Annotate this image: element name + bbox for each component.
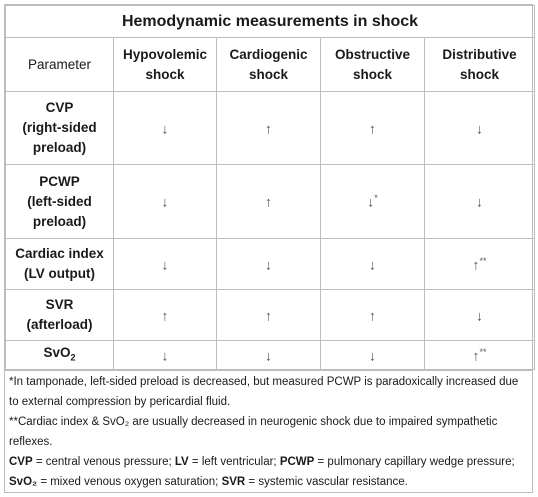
header-line: shock [145,66,185,82]
arrow-icon: ↑ [161,307,169,324]
abbr-def: = central venous pressure; [32,456,175,468]
column-header-obstructive: Obstructive shock [320,37,425,92]
arrow-icon: ↓ [476,307,484,324]
abbr-term: PCWP [279,456,315,468]
cell-ci-cardiogenic: ↓ [216,238,321,290]
column-header-cardiogenic: Cardiogenic shock [216,37,321,92]
header-line: shock [460,66,500,82]
column-header-distributive: Distributive shock [423,37,536,92]
footnote-neurogenic: **Cardiac index & SvO₂ are usually decre… [9,416,498,448]
abbreviations: CVP = central venous pressure; LV = left… [9,452,526,492]
footnote-mark: ** [479,346,487,357]
column-header-hypovolemic: Hypovolemic shock [113,37,217,92]
arrow-icon: ↑ [265,307,272,324]
header-line: shock [248,66,289,82]
cell-cvp-hypovolemic: ↓ [113,91,217,165]
table-frame: Hemodynamic measurements in shock Parame… [4,4,536,493]
label-line: preload) [32,213,87,229]
row-label-svr: SVR (afterload) [5,289,114,341]
cell-svr-hypovolemic: ↑ [113,289,217,341]
footnote-mark: * [374,193,378,204]
header-line: Obstructive [334,46,411,62]
label-line: SVR [45,297,74,312]
cell-svo2-hypovolemic: ↓ [113,340,217,370]
label-line: preload) [32,140,87,155]
column-header-parameter: Parameter [5,37,114,92]
header-line: shock [352,66,393,82]
arrow-icon: ↑ [265,120,272,137]
table-title: Hemodynamic measurements in shock [4,5,536,38]
arrow-icon: ↓ [265,256,272,273]
arrow-icon: ↑ [472,256,480,273]
header-line: Distributive [442,46,517,62]
label-line: (right-sided [22,120,97,135]
row-label-cardiac-index: Cardiac index (LV output) [5,238,114,290]
cell-svo2-distributive: ↑** [423,340,536,370]
cell-ci-hypovolemic: ↓ [113,238,217,290]
row-label-cvp: CVP (right-sided preload) [5,91,114,165]
label-subscript: 2 [70,352,76,363]
arrow-icon: ↑ [369,120,376,137]
row-label-svo2: SvO2 [5,340,114,370]
cell-pcwp-hypovolemic: ↓ [113,164,217,239]
arrow-icon: ↑ [265,193,272,210]
label-line: Cardiac index [15,246,104,261]
row-label-pcwp: PCWP (left-sided preload) [5,164,114,239]
cell-ci-obstructive: ↓ [320,238,425,290]
abbr-term: LV [174,456,189,468]
cell-svr-obstructive: ↑ [320,289,425,341]
label-main: SvO [43,344,71,360]
table-row-cardiac-index: Cardiac index (LV output) ↓ ↓ ↓ ↑** [5,238,536,290]
arrow-icon: ↓ [161,120,169,137]
arrow-icon: ↓ [265,347,272,364]
abbr-term: SVR [221,476,246,488]
abbr-def: = systemic vascular resistance. [245,476,408,488]
table-row-svo2: SvO2 ↓ ↓ ↓ ↑** [5,340,536,370]
abbr-def: = left ventricular; [188,456,280,468]
cell-ci-distributive: ↑** [423,238,536,290]
header-line: Cardiogenic [229,46,308,62]
table-row-svr: SVR (afterload) ↑ ↑ ↑ ↓ [5,289,536,341]
table-row-pcwp: PCWP (left-sided preload) ↓ ↑ ↓* ↓ [5,164,536,239]
cell-pcwp-obstructive: ↓* [320,164,425,239]
arrow-icon: ↑ [369,307,376,324]
header-line: Hypovolemic [122,46,208,62]
arrow-icon: ↑ [472,347,480,364]
arrow-icon: ↓ [476,120,484,137]
cell-svo2-cardiogenic: ↓ [216,340,321,370]
cell-svr-distributive: ↓ [423,289,536,341]
cell-cvp-obstructive: ↑ [320,91,425,165]
label-line: PCWP [39,173,80,189]
abbr-term: CVP [9,456,33,468]
table-row-cvp: CVP (right-sided preload) ↓ ↑ ↑ ↓ [5,91,536,165]
arrow-icon: ↓ [367,193,375,210]
cell-cvp-cardiogenic: ↑ [216,91,321,165]
cell-cvp-distributive: ↓ [423,91,536,165]
label-line: CVP [45,100,74,115]
label-line: (afterload) [26,317,93,332]
cell-pcwp-distributive: ↓ [423,164,536,239]
abbr-def: = pulmonary capillary wedge pressure; [314,456,515,468]
hemodynamics-table: Hemodynamic measurements in shock Parame… [4,5,536,370]
footnote-mark: ** [479,255,487,266]
footnote-tamponade: *In tamponade, left-sided preload is dec… [9,376,519,408]
arrow-icon: ↓ [161,256,169,273]
arrow-icon: ↓ [161,193,169,210]
arrow-icon: ↓ [161,347,169,364]
arrow-icon: ↓ [369,256,376,273]
arrow-icon: ↓ [369,347,376,364]
abbr-term: SvO₂ [9,476,38,488]
cell-pcwp-cardiogenic: ↑ [216,164,321,239]
header-row: Parameter Hypovolemic shock Cardiogenic … [5,37,536,92]
arrow-icon: ↓ [476,193,484,210]
label-line: (LV output) [24,266,95,281]
abbr-def: = mixed venous oxygen saturation; [37,476,222,488]
cell-svr-cardiogenic: ↑ [216,289,321,341]
label-line: (left-sided [27,193,92,209]
cell-svo2-obstructive: ↓ [320,340,425,370]
footnotes: *In tamponade, left-sided preload is dec… [5,370,532,492]
